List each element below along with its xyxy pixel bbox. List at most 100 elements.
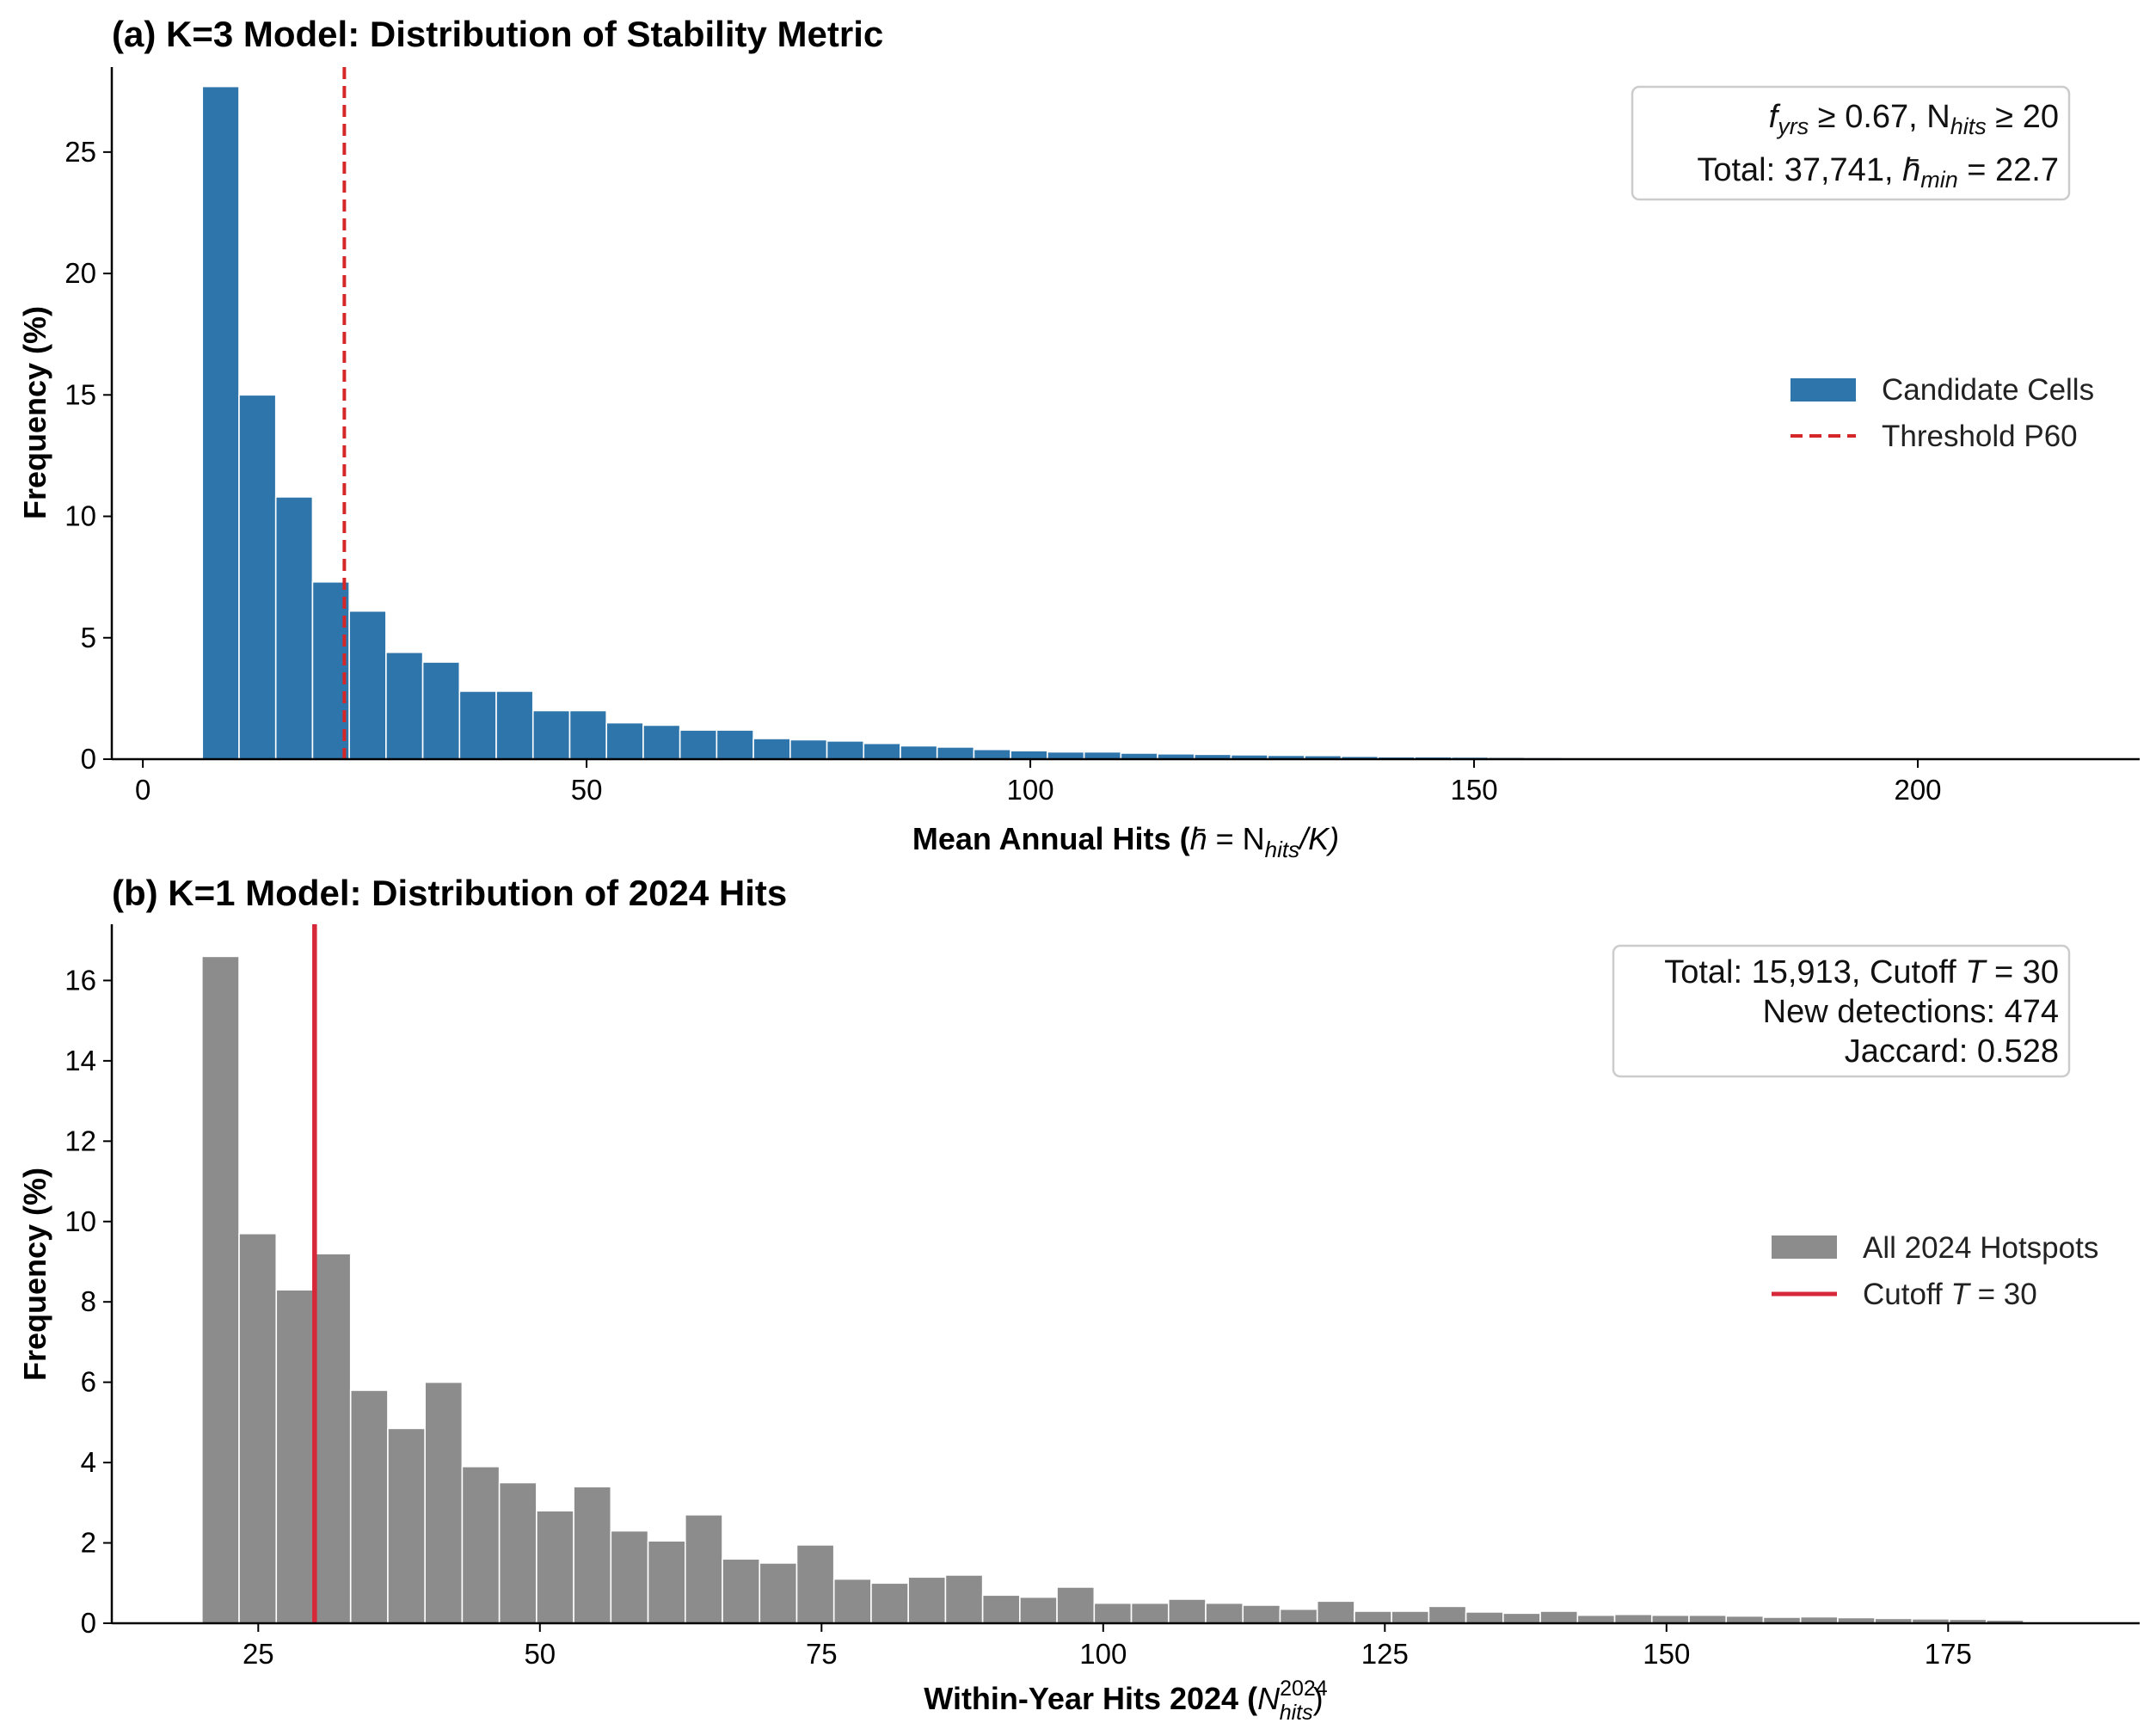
panel-b-legend-label-bars: All 2024 Hotspots (1863, 1231, 2098, 1265)
panel-b-bar (722, 1558, 761, 1624)
panel-a-bar (605, 721, 644, 760)
panel-b-y-tick-label: 14 (64, 1045, 96, 1076)
panel-b-bar (573, 1486, 612, 1624)
panel-b-bar (1502, 1612, 1541, 1624)
panel-a-annotation-line2: Total: 37,741, h̄min = 22.7 (1697, 152, 2059, 193)
panel-a-legend-label-bars: Candidate Cells (1882, 373, 2094, 407)
panel-b-bar (795, 1544, 835, 1624)
panel-b-x-label: Within-Year Hits 2024 (N2024 hits) (924, 1677, 1328, 1725)
panel-a-y-tick-label: 15 (64, 378, 96, 410)
panel-a-x-ticks: 0 50 100 150 200 (135, 759, 1942, 806)
panel-b-bar (238, 1232, 278, 1624)
panel-a-bar (568, 709, 608, 760)
panel-a-x-label: Mean Annual Hits (h̄ = Nhits/K) (912, 821, 1339, 862)
panel-b-bar (536, 1510, 574, 1624)
panel-b-bar (1056, 1586, 1096, 1624)
panel-b-bar (1019, 1596, 1058, 1624)
panel-b-y-tick-label: 10 (64, 1205, 96, 1237)
panel-b-bar (832, 1578, 872, 1624)
panel-a-bar (274, 496, 314, 760)
panel-a-bar (201, 85, 240, 760)
panel-a-y-tick-label: 10 (64, 500, 96, 532)
panel-b-bars (201, 955, 2024, 1624)
panel-b-bar (498, 1481, 537, 1624)
panel-a-bar (348, 610, 387, 760)
panel-b-x-tick-label: 125 (1361, 1638, 1409, 1670)
panel-b-title: (b) K=1 Model: Distribution of 2024 Hits (112, 873, 787, 913)
panel-b-y-tick-label: 4 (81, 1446, 96, 1478)
panel-b-y-tick-label: 16 (64, 964, 96, 996)
panel-a-bar (642, 724, 681, 760)
panel-a-x-tick-label: 50 (571, 774, 603, 806)
panel-a-bar (1083, 751, 1122, 760)
panel-b-bar (1688, 1614, 1728, 1624)
panel-b-annotation-line1: Total: 15,913, Cutoff T = 30 (1664, 954, 2059, 990)
panel-a: (a) K=3 Model: Distribution of Stability… (17, 14, 2140, 862)
panel-a-legend: Candidate Cells Threshold P60 (1791, 373, 2094, 453)
panel-b-legend: All 2024 Hotspots Cutoff T = 30 (1772, 1231, 2098, 1311)
panel-a-bar (900, 745, 938, 760)
panel-a-bar (1047, 751, 1085, 760)
panel-a-bar (531, 709, 571, 760)
panel-b-bar (944, 1574, 984, 1624)
panel-b-bar (1539, 1610, 1579, 1624)
panel-b-x-ticks: 25 50 75 100 125 150 175 (243, 1623, 1972, 1670)
panel-b-bar (870, 1582, 909, 1624)
panel-a-annotation-box: fyrs ≥ 0.67, Nhits ≥ 20 Total: 37,741, h… (1631, 85, 2071, 201)
panel-b-bar (907, 1576, 947, 1624)
panel-b-bar (1465, 1611, 1504, 1624)
panel-a-x-tick-label: 150 (1451, 774, 1498, 806)
panel-a-bar (421, 661, 461, 760)
panel-a-bar (826, 740, 865, 760)
panel-b-x-tick-label: 75 (806, 1638, 838, 1670)
panel-b-bar (1242, 1604, 1281, 1624)
panel-b-bar (759, 1562, 798, 1624)
panel-a-legend-label-threshold: Threshold P60 (1882, 420, 2078, 453)
panel-b-x-tick-label: 50 (524, 1638, 556, 1670)
panel-a-bar (863, 742, 901, 760)
panel-a-bar (1010, 750, 1048, 760)
panel-b-bar (1650, 1614, 1690, 1624)
panel-b-bar (275, 1289, 315, 1624)
panel-b-bar (461, 1465, 501, 1624)
panel-a-y-tick-label: 25 (64, 136, 96, 168)
panel-a-y-ticks: 0 5 10 15 20 25 (64, 136, 112, 775)
panel-b-bar (1391, 1610, 1430, 1624)
panel-b-bar (1576, 1614, 1616, 1624)
panel-b-y-tick-label: 0 (81, 1607, 96, 1639)
panel-b-x-tick-label: 100 (1079, 1638, 1127, 1670)
panel-a-bar (752, 738, 791, 760)
panel-a-y-tick-label: 0 (81, 743, 96, 775)
panel-b-bar (610, 1530, 649, 1624)
panel-a-annotation-line1: fyrs ≥ 0.67, Nhits ≥ 20 (1769, 99, 2059, 139)
panel-b-annotation-box: Total: 15,913, Cutoff T = 30 New detecti… (1612, 944, 2071, 1078)
panel-b-bar (684, 1514, 723, 1624)
panel-b-bar (1167, 1598, 1207, 1624)
panel-a-legend-swatch-bars (1791, 378, 1856, 402)
panel-b-bar (349, 1389, 389, 1624)
panel-a-x-tick-label: 100 (1007, 774, 1054, 806)
panel-a-title: (a) K=3 Model: Distribution of Stability… (112, 14, 883, 54)
panel-b-bar (201, 955, 240, 1624)
panel-b-bar (1354, 1610, 1392, 1624)
panel-b-annotation-line3: Jaccard: 0.528 (1845, 1033, 2059, 1070)
panel-b-annotation-line2: New detections: 474 (1763, 994, 2059, 1030)
panel-a-y-tick-label: 20 (64, 257, 96, 289)
panel-b: (b) K=1 Model: Distribution of 2024 Hits… (17, 873, 2140, 1725)
panel-a-bar (458, 690, 497, 760)
panel-a-bar (238, 394, 277, 760)
panel-a-bar (789, 739, 828, 760)
panel-b-bar (312, 1253, 352, 1624)
panel-b-bar (1428, 1605, 1467, 1624)
panel-b-y-tick-label: 8 (81, 1285, 96, 1317)
panel-b-bar (1316, 1600, 1355, 1624)
panel-b-bar (1093, 1602, 1133, 1624)
panel-a-x-tick-label: 0 (135, 774, 150, 806)
panel-b-legend-label-cutoff: Cutoff T = 30 (1863, 1278, 2037, 1311)
panel-b-y-tick-label: 12 (64, 1125, 96, 1156)
panel-b-x-tick-label: 175 (1925, 1638, 1972, 1670)
panel-b-bar (1613, 1613, 1653, 1624)
panel-b-y-tick-label: 2 (81, 1527, 96, 1559)
panel-a-bar (936, 746, 975, 760)
